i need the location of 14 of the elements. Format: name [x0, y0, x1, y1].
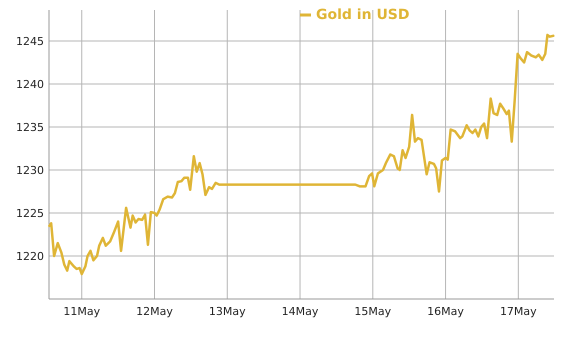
x-tick-label: 15May [354, 305, 392, 318]
legend-label: Gold in USD [316, 7, 410, 23]
y-tick-label: 1245 [16, 34, 44, 48]
x-tick-label: 13May [208, 305, 246, 318]
y-tick-label: 1220 [16, 250, 44, 263]
y-tick-label: 1240 [16, 78, 44, 91]
y-tick-label: 1235 [16, 120, 44, 134]
x-tick-label: 16May [427, 305, 464, 318]
x-tick-label: 17May [500, 305, 538, 318]
y-tick-label: 1230 [16, 164, 44, 177]
x-tick-label: 11May [63, 305, 101, 318]
x-tick-label: 14May [282, 305, 319, 318]
y-tick-label: 1225 [16, 206, 44, 220]
x-tick-label: 12May [136, 305, 174, 318]
